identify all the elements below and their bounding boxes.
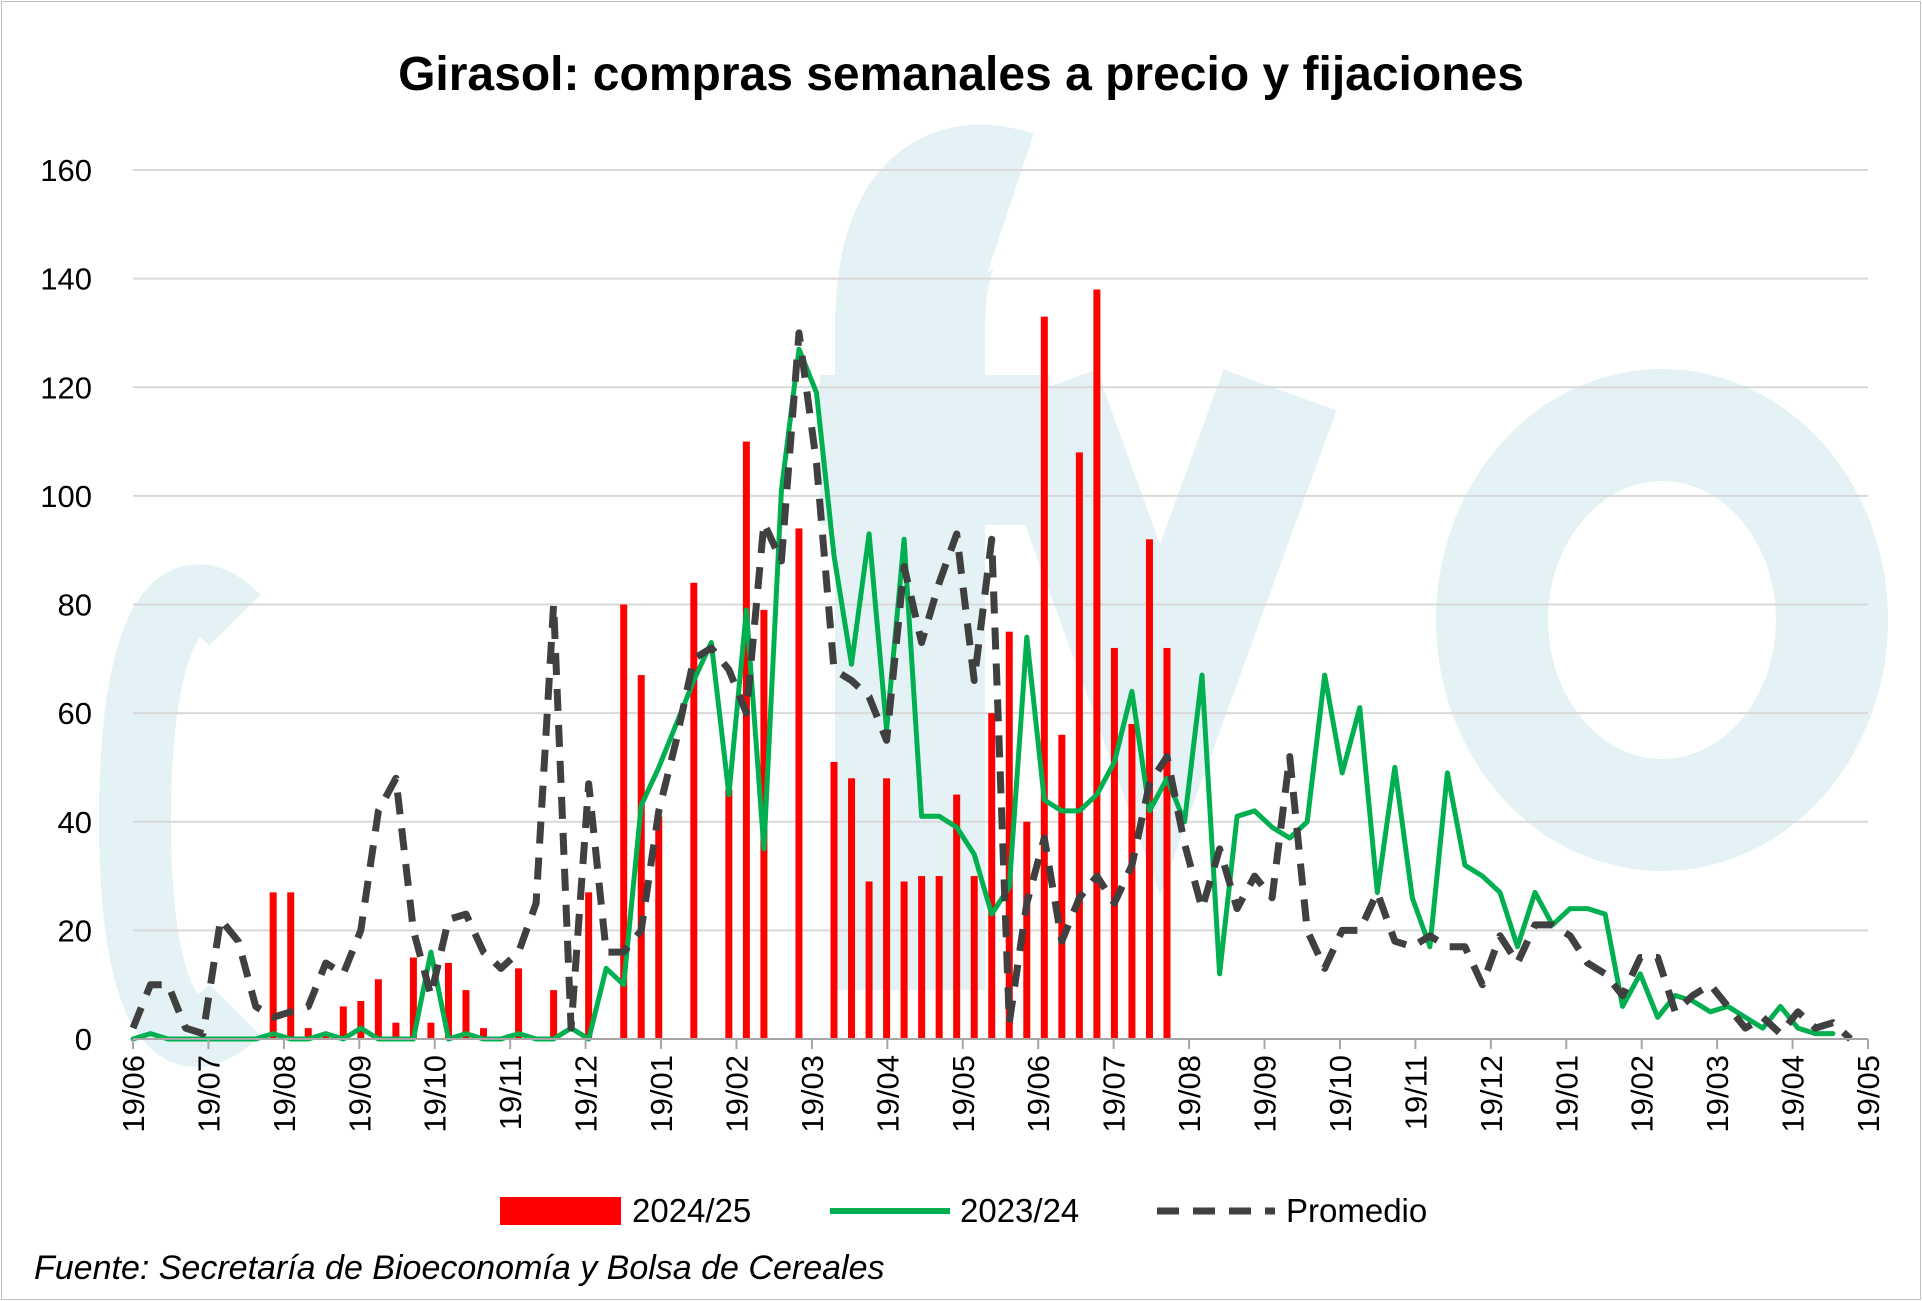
x-tick-label: 19/12 [569,1055,604,1133]
bar-2024-25 [953,794,961,1039]
legend: 2024/25 2023/24 Promedio [500,1192,1427,1229]
bar-2024-25 [409,957,417,1039]
legend-swatch-2024-25 [500,1197,621,1225]
bar-2024-25 [392,1022,400,1039]
x-tick-label: 19/04 [1776,1055,1811,1133]
legend-label-2024-25: 2024/25 [632,1192,751,1229]
bar-2024-25 [1040,316,1048,1039]
y-axis: 0 20 40 60 80 100 120 140 160 [40,153,92,1057]
x-tick-label: 19/12 [1474,1055,1509,1133]
bar-2024-25 [900,881,908,1039]
bar-2024-25 [1128,723,1136,1039]
bar-2024-25 [830,762,838,1039]
x-tick-label: 19/02 [719,1055,754,1133]
x-tick-label: 19/10 [418,1055,453,1133]
bar-2024-25 [883,778,891,1039]
bar-2024-25 [1075,452,1083,1039]
bar-2024-25 [637,675,645,1039]
series-promedio-line [129,329,1853,1042]
y-tick-label: 140 [40,262,92,297]
line-series [129,329,1853,1042]
x-tick-label: 19/02 [1625,1055,1660,1133]
x-tick-label: 19/05 [1851,1055,1886,1133]
legend-label-promedio: Promedio [1286,1192,1427,1229]
x-tick-label: 19/04 [870,1055,905,1133]
bar-2024-25 [848,778,856,1039]
x-tick-label: 19/05 [946,1055,981,1133]
x-tick-label: 19/09 [1248,1055,1283,1133]
y-tick-label: 100 [40,479,92,514]
bar-2024-25 [515,968,523,1039]
bar-2024-25 [1093,289,1101,1039]
bar-2024-25 [304,1028,312,1039]
watermark-c [98,564,261,1067]
x-tick-label: 19/01 [644,1055,679,1133]
x-tick-label: 19/03 [795,1055,830,1133]
bar-2024-25 [1023,821,1031,1039]
x-axis: 19/06 19/07 19/08 19/09 19/10 19/11 19/12 19/01… [116,1038,1886,1133]
bar-2024-25 [742,441,750,1039]
x-tick-label: 19/06 [116,1055,151,1133]
x-tick-label: 19/03 [1700,1055,1735,1133]
x-tick-label: 19/07 [1097,1055,1132,1133]
bar-2024-25 [357,1000,365,1039]
bar-2024-25 [918,876,926,1039]
x-tick-label: 19/06 [1021,1055,1056,1133]
y-tick-label: 120 [40,370,92,405]
x-tick-label: 19/11 [1398,1055,1433,1130]
x-tick-label: 19/11 [493,1055,528,1130]
bar-2024-25 [935,876,943,1039]
bar-2024-25 [795,528,803,1039]
x-tick-label: 19/10 [1323,1055,1358,1133]
y-tick-label: 40 [58,805,92,840]
bar-2024-25 [655,816,663,1039]
bar-2024-25 [970,876,978,1039]
series-2024-25-bars [269,289,1171,1039]
bar-2024-25 [865,881,873,1039]
y-tick-label: 20 [58,913,92,948]
bar-2024-25 [480,1028,488,1039]
y-tick-label: 80 [58,588,92,623]
x-tick-label: 19/09 [342,1055,377,1133]
bar-2024-25 [1110,647,1118,1039]
bar-2024-25 [269,892,277,1039]
y-tick-label: 60 [58,696,92,731]
bar-2024-25 [690,582,698,1039]
chart-title: Girasol: compras semanales a precio y fi… [398,48,1524,101]
bar-2024-25 [374,979,382,1039]
legend-label-2023-24: 2023/24 [960,1192,1079,1229]
bar-2024-25 [427,1022,435,1039]
bar-2024-25 [322,1033,330,1039]
bar-2024-25 [444,962,452,1039]
bar-2024-25 [550,990,558,1039]
bar-2024-25 [585,892,593,1039]
x-tick-label: 19/08 [267,1055,302,1133]
bar-2024-25 [988,713,996,1039]
bar-2024-25 [1058,734,1066,1039]
bar-2024-25 [1163,647,1171,1039]
bar-2024-25 [287,892,295,1039]
bar-2024-25 [620,604,628,1039]
y-tick-label: 160 [40,153,92,188]
watermark-o [1436,369,1888,871]
bar-2024-25 [339,1006,347,1039]
bar-2024-25 [1005,631,1013,1039]
x-tick-label: 19/07 [191,1055,226,1133]
y-tick-label: 0 [75,1022,92,1057]
bar-2024-25 [725,789,733,1039]
source-footnote: Fuente: Secretaría de Bioeconomía y Bols… [34,1249,884,1287]
bar-2024-25 [462,990,470,1039]
series-2023-24-line [130,346,1836,1042]
x-tick-label: 19/08 [1172,1055,1207,1133]
x-tick-label: 19/01 [1549,1055,1584,1133]
